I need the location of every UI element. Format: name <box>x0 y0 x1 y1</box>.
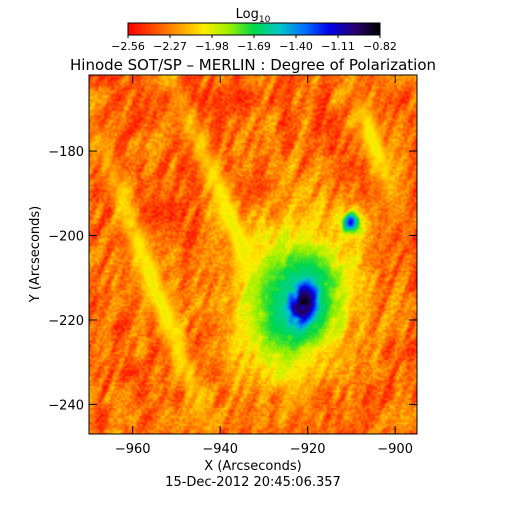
plot-frame <box>88 74 418 435</box>
colorbar-tick-label: −1.11 <box>321 40 355 53</box>
colorbar-tick-label: −1.98 <box>195 40 229 53</box>
x-tick-label: −960 <box>115 442 151 457</box>
x-tick-label: −940 <box>202 442 238 457</box>
x-axis-label: X (Arcseconds) <box>204 459 301 474</box>
x-tick-label: −920 <box>290 442 326 457</box>
chart-title: Hinode SOT/SP – MERLIN : Degree of Polar… <box>70 56 436 74</box>
timestamp: 15-Dec-2012 20:45:06.357 <box>165 475 341 490</box>
colorbar-title: Log10 <box>236 7 271 25</box>
colorbar-tick-label: −2.56 <box>111 40 145 53</box>
y-tick-label: −220 <box>48 314 84 329</box>
colorbar-tick-label: −2.27 <box>153 40 187 53</box>
colorbar-tick-label: −1.69 <box>237 40 271 53</box>
plot-area <box>88 74 418 435</box>
y-axis: −180 −200 −220 −240 <box>48 145 417 413</box>
colorbar <box>127 22 381 36</box>
y-axis-label: Y (Arcseconds) <box>28 206 43 303</box>
y-tick-label: −200 <box>48 229 84 244</box>
x-axis: −960 −940 −920 −900 <box>115 75 413 457</box>
y-tick-label: −180 <box>48 145 84 160</box>
colorbar-tick-label: −1.40 <box>279 40 313 53</box>
colorbar-tick-label: −0.82 <box>363 40 397 53</box>
polarization-map <box>89 75 417 434</box>
x-tick-label: −900 <box>377 442 413 457</box>
colorbar-ticks: −2.56 −2.27 −1.98 −1.69 −1.40 −1.11 −0.82 <box>111 35 397 53</box>
y-tick-label: −240 <box>48 398 84 413</box>
